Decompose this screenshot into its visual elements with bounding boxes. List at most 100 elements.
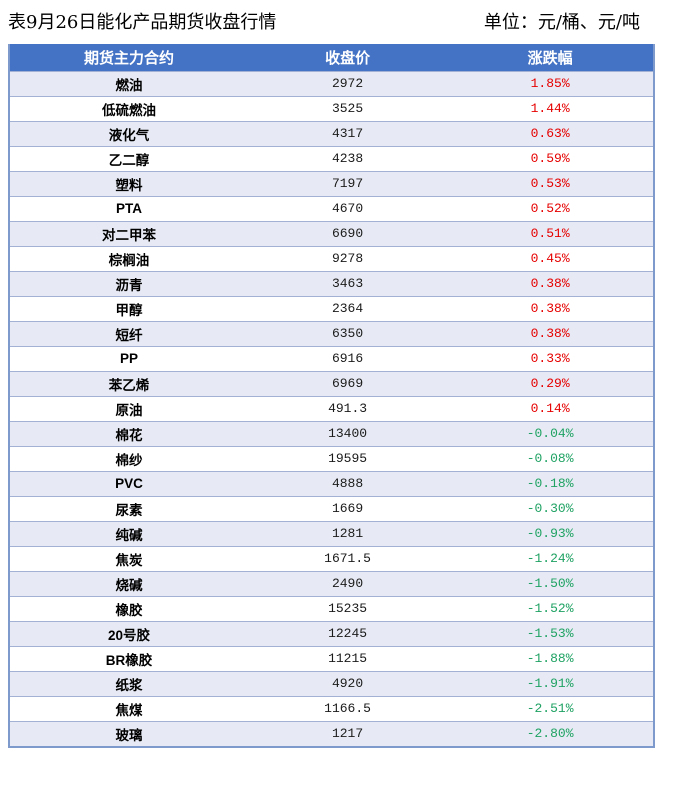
change-percent: -1.24% [447,545,653,571]
close-price: 4670 [247,195,448,221]
change-percent: 0.38% [447,295,653,321]
contract-name: 纯碱 [10,520,248,546]
contract-name: 橡胶 [10,595,248,621]
close-price: 6350 [247,320,448,346]
contract-name: PVC [10,470,248,496]
contract-name: 棉纱 [10,445,248,471]
contract-name: 塑料 [10,170,248,196]
contract-name: 低硫燃油 [10,95,248,121]
change-percent: 0.59% [447,145,653,171]
contract-name: 原油 [10,395,248,421]
table-header-row: 期货主力合约 收盘价 涨跌幅 [10,44,653,71]
contract-name: 玻璃 [10,720,248,746]
table-row: 原油 491.3 0.14% [10,395,653,421]
contract-name: 棉花 [10,420,248,446]
change-percent: 0.52% [447,195,653,221]
table-row: 焦煤 1166.5 -2.51% [10,695,653,721]
close-price: 11215 [247,645,448,671]
table-row: 低硫燃油 3525 1.44% [10,95,653,121]
page-title: 表9月26日能化产品期货收盘行情 [8,12,277,33]
change-percent: -0.08% [447,445,653,471]
table-body: 燃油 2972 1.85% 低硫燃油 3525 1.44% 液化气 4317 0… [10,70,653,746]
contract-name: 苯乙烯 [10,370,248,396]
close-price: 491.3 [247,395,448,421]
table-row: 塑料 7197 0.53% [10,170,653,196]
change-percent: 0.14% [447,395,653,421]
table-row: 苯乙烯 6969 0.29% [10,370,653,396]
close-price: 4920 [247,670,448,696]
contract-name: 燃油 [10,70,248,96]
table-row: 液化气 4317 0.63% [10,120,653,146]
table-row: 乙二醇 4238 0.59% [10,145,653,171]
close-price: 1281 [247,520,448,546]
table-row: 烧碱 2490 -1.50% [10,570,653,596]
close-price: 7197 [247,170,448,196]
table-row: 甲醇 2364 0.38% [10,295,653,321]
change-percent: -1.88% [447,645,653,671]
change-percent: 0.51% [447,220,653,246]
table-row: PP 6916 0.33% [10,345,653,371]
close-price: 2490 [247,570,448,596]
close-price: 15235 [247,595,448,621]
table-row: 燃油 2972 1.85% [10,70,653,96]
title-row: 表9月26日能化产品期货收盘行情 单位：元/桶、元/吨 [8,8,640,34]
futures-table-wrapper: 期货主力合约 收盘价 涨跌幅 燃油 2972 1.85% 低硫燃油 3525 1… [8,44,655,748]
contract-name: 液化气 [10,120,248,146]
close-price: 4888 [247,470,448,496]
change-percent: -0.93% [447,520,653,546]
close-price: 1166.5 [247,695,448,721]
table-row: 对二甲苯 6690 0.51% [10,220,653,246]
table-row: 棉纱 19595 -0.08% [10,445,653,471]
header-contract: 期货主力合约 [10,44,248,71]
close-price: 3463 [247,270,448,296]
close-price: 19595 [247,445,448,471]
change-percent: -1.53% [447,620,653,646]
close-price: 12245 [247,620,448,646]
close-price: 6969 [247,370,448,396]
contract-name: PP [10,345,248,371]
table-row: 20号胶 12245 -1.53% [10,620,653,646]
change-percent: -0.30% [447,495,653,521]
close-price: 2364 [247,295,448,321]
contract-name: 尿素 [10,495,248,521]
contract-name: 短纤 [10,320,248,346]
close-price: 6690 [247,220,448,246]
close-price: 1217 [247,720,448,746]
contract-name: 焦煤 [10,695,248,721]
contract-name: 乙二醇 [10,145,248,171]
table-row: PTA 4670 0.52% [10,195,653,221]
close-price: 13400 [247,420,448,446]
contract-name: 纸浆 [10,670,248,696]
change-percent: 0.29% [447,370,653,396]
change-percent: -1.50% [447,570,653,596]
contract-name: 沥青 [10,270,248,296]
close-price: 4317 [247,120,448,146]
contract-name: 对二甲苯 [10,220,248,246]
change-percent: 0.38% [447,270,653,296]
change-percent: -1.91% [447,670,653,696]
close-price: 3525 [247,95,448,121]
change-percent: -2.80% [447,720,653,746]
close-price: 9278 [247,245,448,271]
table-row: 棕榈油 9278 0.45% [10,245,653,271]
contract-name: 棕榈油 [10,245,248,271]
table-row: 短纤 6350 0.38% [10,320,653,346]
table-row: 玻璃 1217 -2.80% [10,720,653,746]
change-percent: 0.33% [447,345,653,371]
table-row: 纸浆 4920 -1.91% [10,670,653,696]
futures-table: 期货主力合约 收盘价 涨跌幅 燃油 2972 1.85% 低硫燃油 3525 1… [10,44,653,746]
change-percent: -2.51% [447,695,653,721]
change-percent: 0.38% [447,320,653,346]
contract-name: 20号胶 [10,620,248,646]
contract-name: 甲醇 [10,295,248,321]
change-percent: 0.53% [447,170,653,196]
header-change-percent: 涨跌幅 [447,44,653,71]
table-row: BR橡胶 11215 -1.88% [10,645,653,671]
contract-name: 焦炭 [10,545,248,571]
table-row: 橡胶 15235 -1.52% [10,595,653,621]
close-price: 2972 [247,70,448,96]
contract-name: PTA [10,195,248,221]
close-price: 1669 [247,495,448,521]
table-row: 焦炭 1671.5 -1.24% [10,545,653,571]
change-percent: 1.85% [447,70,653,96]
